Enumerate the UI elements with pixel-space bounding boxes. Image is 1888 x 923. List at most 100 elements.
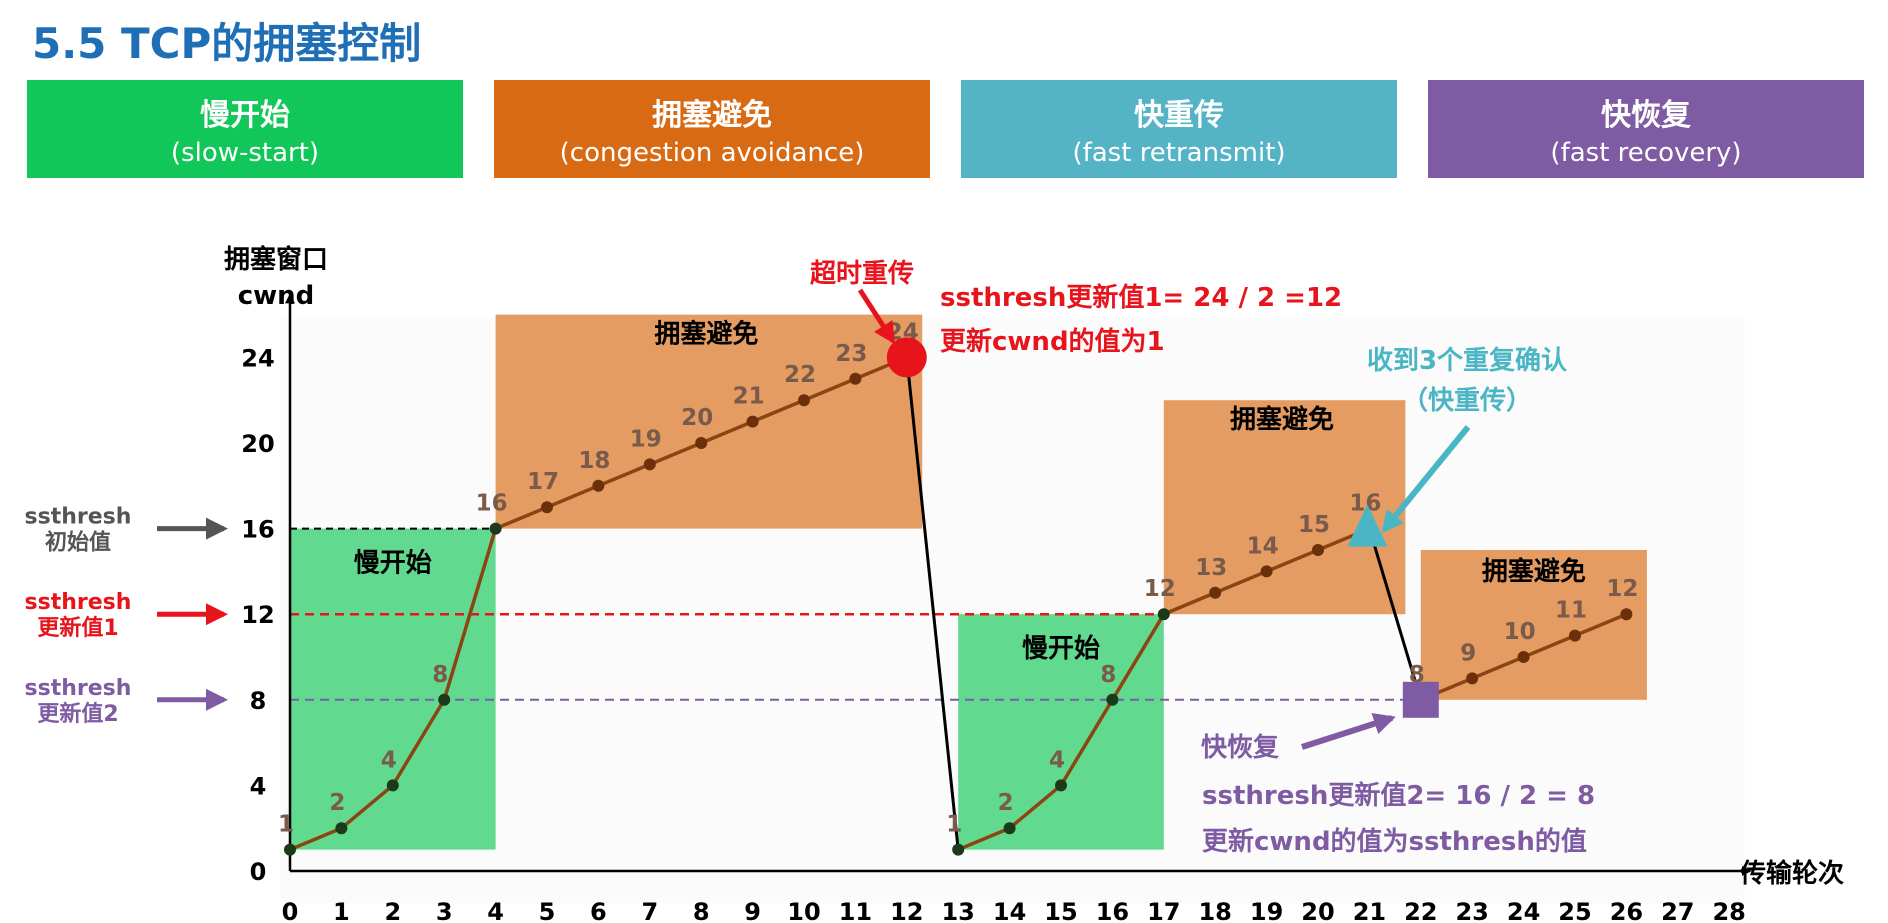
- y-tick-label: 4: [250, 772, 267, 800]
- x-tick-label: 14: [993, 898, 1026, 923]
- phase-en: (slow-start): [170, 138, 320, 168]
- phase-congestion-avoidance: 拥塞避免 (congestion avoidance): [494, 80, 930, 178]
- y-tick-label: 0: [250, 858, 267, 886]
- phase-fast-recovery: 快恢复 (fast recovery): [1428, 80, 1864, 178]
- data-point: [386, 779, 399, 792]
- region-slow-start: [958, 614, 1164, 850]
- x-axis-label: 传输轮次: [1739, 858, 1844, 889]
- data-label: 8: [1409, 662, 1425, 688]
- fast-recovery-annotation: 快恢复: [1201, 733, 1280, 763]
- data-label: 13: [1195, 555, 1227, 581]
- fast-retransmit-annotation: 收到3个重复确认: [1367, 345, 1567, 376]
- data-label: 16: [476, 491, 508, 517]
- data-point: [335, 822, 348, 835]
- phase-name: 慢开始: [200, 98, 290, 133]
- data-label: 2: [329, 790, 345, 816]
- phase-fast-retransmit: 快重传 (fast retransmit): [961, 80, 1397, 178]
- data-label: 4: [1049, 747, 1065, 773]
- data-point: [1157, 608, 1170, 621]
- data-label: 18: [578, 448, 610, 474]
- data-point: [541, 501, 553, 514]
- x-tick-label: 5: [539, 898, 556, 923]
- x-tick-label: 27: [1661, 898, 1694, 923]
- data-label: 14: [1247, 533, 1279, 559]
- region-label: 慢开始: [354, 548, 432, 578]
- y-tick-label: 24: [241, 344, 274, 372]
- x-tick-label: 20: [1301, 898, 1334, 923]
- data-label: 8: [1100, 662, 1116, 688]
- data-label: 12: [1606, 576, 1638, 602]
- y-tick-label: 16: [241, 516, 274, 544]
- data-point: [746, 415, 759, 428]
- y-tick-label: 20: [241, 430, 274, 458]
- data-label: 9: [1460, 640, 1476, 666]
- data-point: [798, 394, 810, 407]
- y-axis-label: 拥塞窗口: [224, 244, 328, 275]
- data-point: [643, 458, 656, 471]
- phase-name: 快恢复: [1601, 98, 1691, 133]
- x-tick-label: 4: [487, 898, 504, 923]
- timeout-drop-line: [905, 357, 960, 850]
- phase-en: (congestion avoidance): [559, 138, 865, 168]
- x-tick-label: 8: [693, 898, 710, 923]
- fast-retransmit-arrow: [1381, 425, 1471, 534]
- threshold-label-update2: ssthresh: [25, 676, 132, 701]
- threshold-label-initial: 初始值: [45, 530, 111, 556]
- x-tick-label: 10: [787, 898, 820, 923]
- update2-annotation: 更新cwnd的值为ssthresh的值: [1202, 826, 1587, 857]
- x-tick-label: 13: [941, 898, 974, 923]
- timeout-arrow: [857, 288, 896, 345]
- x-tick-label: 24: [1507, 898, 1540, 923]
- region-label: 拥塞避免: [654, 318, 758, 349]
- data-point: [592, 479, 605, 492]
- fast-recovery-marker: [1402, 681, 1439, 718]
- x-tick-label: 17: [1147, 898, 1180, 923]
- x-tick-label: 3: [436, 898, 453, 923]
- data-label: 1: [946, 812, 962, 838]
- data-point: [952, 843, 965, 856]
- data-point: [489, 522, 502, 535]
- x-tick-label: 22: [1404, 898, 1437, 923]
- x-tick-label: 2: [384, 898, 401, 923]
- data-point: [438, 693, 451, 706]
- update2-annotation: ssthresh更新值2= 16 / 2 = 8: [1202, 780, 1595, 811]
- x-tick-label: 11: [839, 898, 872, 923]
- data-label: 21: [733, 384, 765, 410]
- data-label: 15: [1298, 512, 1330, 538]
- region-congestion-avoidance: [1163, 400, 1406, 615]
- x-tick-label: 6: [590, 898, 607, 923]
- fast-recovery-drop-line: [1367, 528, 1423, 701]
- threshold-label-update2: 更新值2: [37, 701, 118, 727]
- x-tick-label: 1: [333, 898, 350, 923]
- fast-retransmit-marker: [1347, 504, 1388, 547]
- data-label: 20: [681, 405, 713, 431]
- phase-slow-start: 慢开始 (slow-start): [27, 80, 463, 178]
- data-label: 12: [1144, 576, 1176, 602]
- y-tick-label: 8: [250, 687, 267, 715]
- data-label: 22: [784, 362, 816, 388]
- threshold-label-update1: 更新值1: [37, 615, 118, 641]
- phase-en: (fast recovery): [1550, 138, 1742, 168]
- data-label: 17: [527, 469, 559, 495]
- update1-annotation: ssthresh更新值1= 24 / 2 =12: [940, 282, 1342, 313]
- data-label: 19: [630, 426, 662, 452]
- x-tick-label: 15: [1044, 898, 1077, 923]
- data-point: [1055, 779, 1067, 792]
- data-point: [1260, 565, 1273, 578]
- data-point: [284, 843, 296, 856]
- data-point: [1517, 651, 1530, 663]
- region-slow-start: [290, 528, 496, 850]
- update1-annotation: 更新cwnd的值为1: [940, 326, 1165, 357]
- x-tick-label: 0: [282, 898, 299, 923]
- fast-recovery-arrow: [1301, 713, 1396, 750]
- region-label: 拥塞避免: [1230, 404, 1334, 435]
- data-point: [849, 372, 862, 385]
- x-tick-label: 18: [1198, 898, 1231, 923]
- region-congestion-avoidance: [1420, 550, 1647, 700]
- timeout-marker: [886, 337, 927, 378]
- data-point: [1003, 822, 1016, 835]
- x-tick-label: 16: [1096, 898, 1129, 923]
- data-point: [1569, 629, 1581, 642]
- data-point: [695, 437, 708, 449]
